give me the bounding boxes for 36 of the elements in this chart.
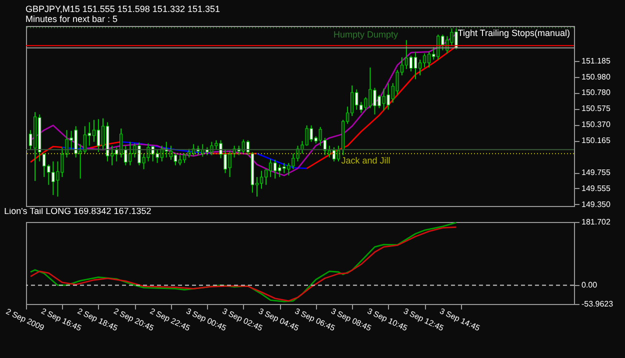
y-tick-label: 149.555 xyxy=(582,184,611,193)
ref-line-label: Humpty Dumpty xyxy=(333,30,399,40)
line-series xyxy=(30,146,63,163)
chart-title: GBPJPY,M15 151.555 151.598 151.332 151.351 xyxy=(26,4,220,14)
candlestick xyxy=(92,119,96,142)
y-tick-label: 150.980 xyxy=(582,72,611,82)
y-tick-label: 149.350 xyxy=(582,200,611,209)
candlestick xyxy=(178,154,182,166)
y-tick-label: -53.9623 xyxy=(582,300,614,308)
y-tick-label: 150.370 xyxy=(582,120,611,130)
line-series xyxy=(30,33,457,176)
candlestick xyxy=(268,158,272,178)
chart-subtitle: Minutes for next bar : 5 xyxy=(26,14,118,24)
y-tick-label: 150.780 xyxy=(582,88,611,98)
candlestick xyxy=(332,146,336,162)
candlestick xyxy=(182,153,186,164)
candlestick xyxy=(409,55,413,72)
candlestick xyxy=(418,59,422,76)
candlestick xyxy=(422,52,426,68)
candlestick xyxy=(260,170,264,190)
candlestick xyxy=(404,40,408,70)
y-tick-label: 181.702 xyxy=(582,218,611,226)
ref-line-label: Jack and Jill xyxy=(341,156,390,166)
candlestick xyxy=(427,51,431,68)
y-tick-label: 149.755 xyxy=(582,168,611,178)
y-tick-label: 150.575 xyxy=(582,104,611,114)
candlestick xyxy=(273,159,277,180)
candlestick xyxy=(96,118,100,152)
annotation: Tight Trailing Stops(manual) xyxy=(458,28,570,38)
y-tick-label: 150.165 xyxy=(582,136,611,146)
y-tick-label: 151.185 xyxy=(582,56,611,66)
candlestick xyxy=(336,145,340,162)
candlestick xyxy=(174,153,178,166)
y-tick-label: 0.00 xyxy=(582,280,598,290)
candlestick xyxy=(414,51,418,80)
line-series xyxy=(256,152,308,170)
